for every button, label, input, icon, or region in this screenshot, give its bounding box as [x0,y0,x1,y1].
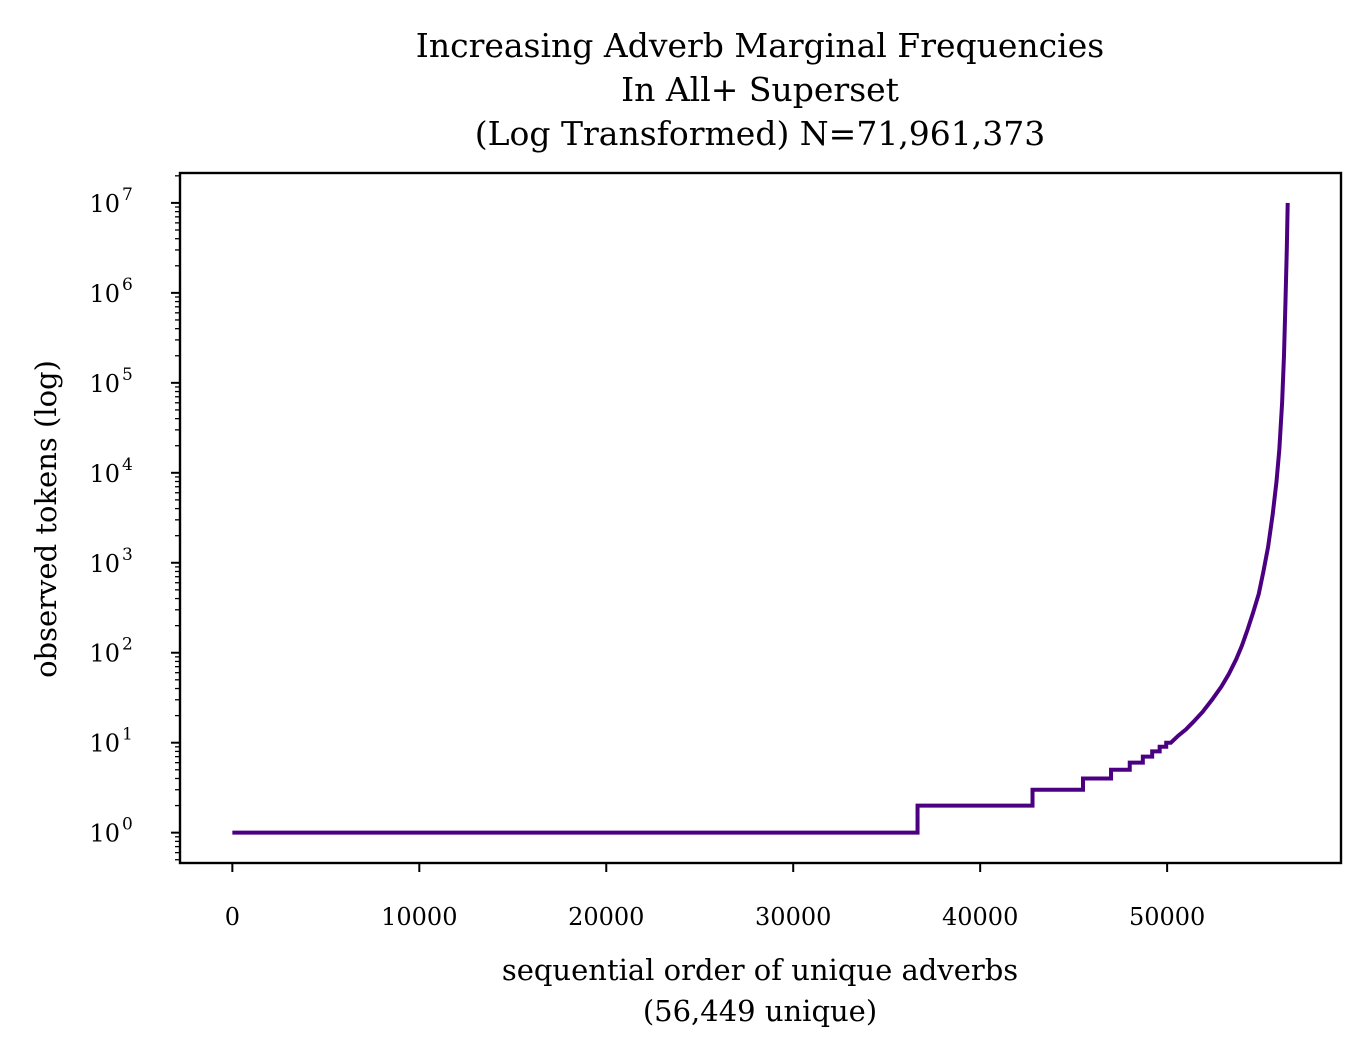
x-tick-label: 20000 [568,903,644,931]
y-tick-exponent: 3 [122,545,133,565]
x-tick-label: 50000 [1129,903,1205,931]
y-tick-exponent: 2 [122,635,133,655]
plot-lines [232,202,1290,835]
y-tick-exponent: 6 [122,275,133,295]
y-tick-exponent: 4 [122,455,133,475]
x-axis-ticks: 0 10000 20000 30000 40000 50000 [225,863,1205,931]
x-tick-label: 0 [225,903,240,931]
x-tick-label: 10000 [381,903,457,931]
plot-area-frame [178,171,1343,865]
y-tick-label: 10 [89,550,120,578]
x-axis-label-line-1: sequential order of unique adverbs [502,953,1018,987]
y-tick-label: 10 [89,280,120,308]
y-tick-exponent: 0 [122,815,133,835]
y-tick-exponent: 7 [122,185,133,205]
y-tick-exponent: 5 [122,365,133,385]
y-axis-label: observed tokens (log) [29,360,63,678]
x-axis-label: sequential order of unique adverbs (56,4… [502,953,1018,1028]
chart-title-line-1: Increasing Adverb Marginal Frequencies [416,26,1104,65]
chart-title-line-3: (Log Transformed) N=71,961,373 [475,114,1046,153]
y-tick-exponent: 1 [122,725,133,745]
chart-title-line-2: In All+ Superset [621,70,899,109]
y-tick-label: 10 [89,640,120,668]
chart-title: Increasing Adverb Marginal Frequencies I… [416,26,1104,153]
y-tick-label: 10 [89,730,120,758]
y-tick-label: 10 [89,820,120,848]
y-tick-label: 10 [89,190,120,218]
series-line [232,202,1290,835]
x-tick-label: 30000 [755,903,831,931]
x-axis-label-line-2: (56,449 unique) [643,994,877,1028]
y-tick-label: 10 [89,370,120,398]
y-tick-label: 10 [89,460,120,488]
x-tick-label: 40000 [942,903,1018,931]
